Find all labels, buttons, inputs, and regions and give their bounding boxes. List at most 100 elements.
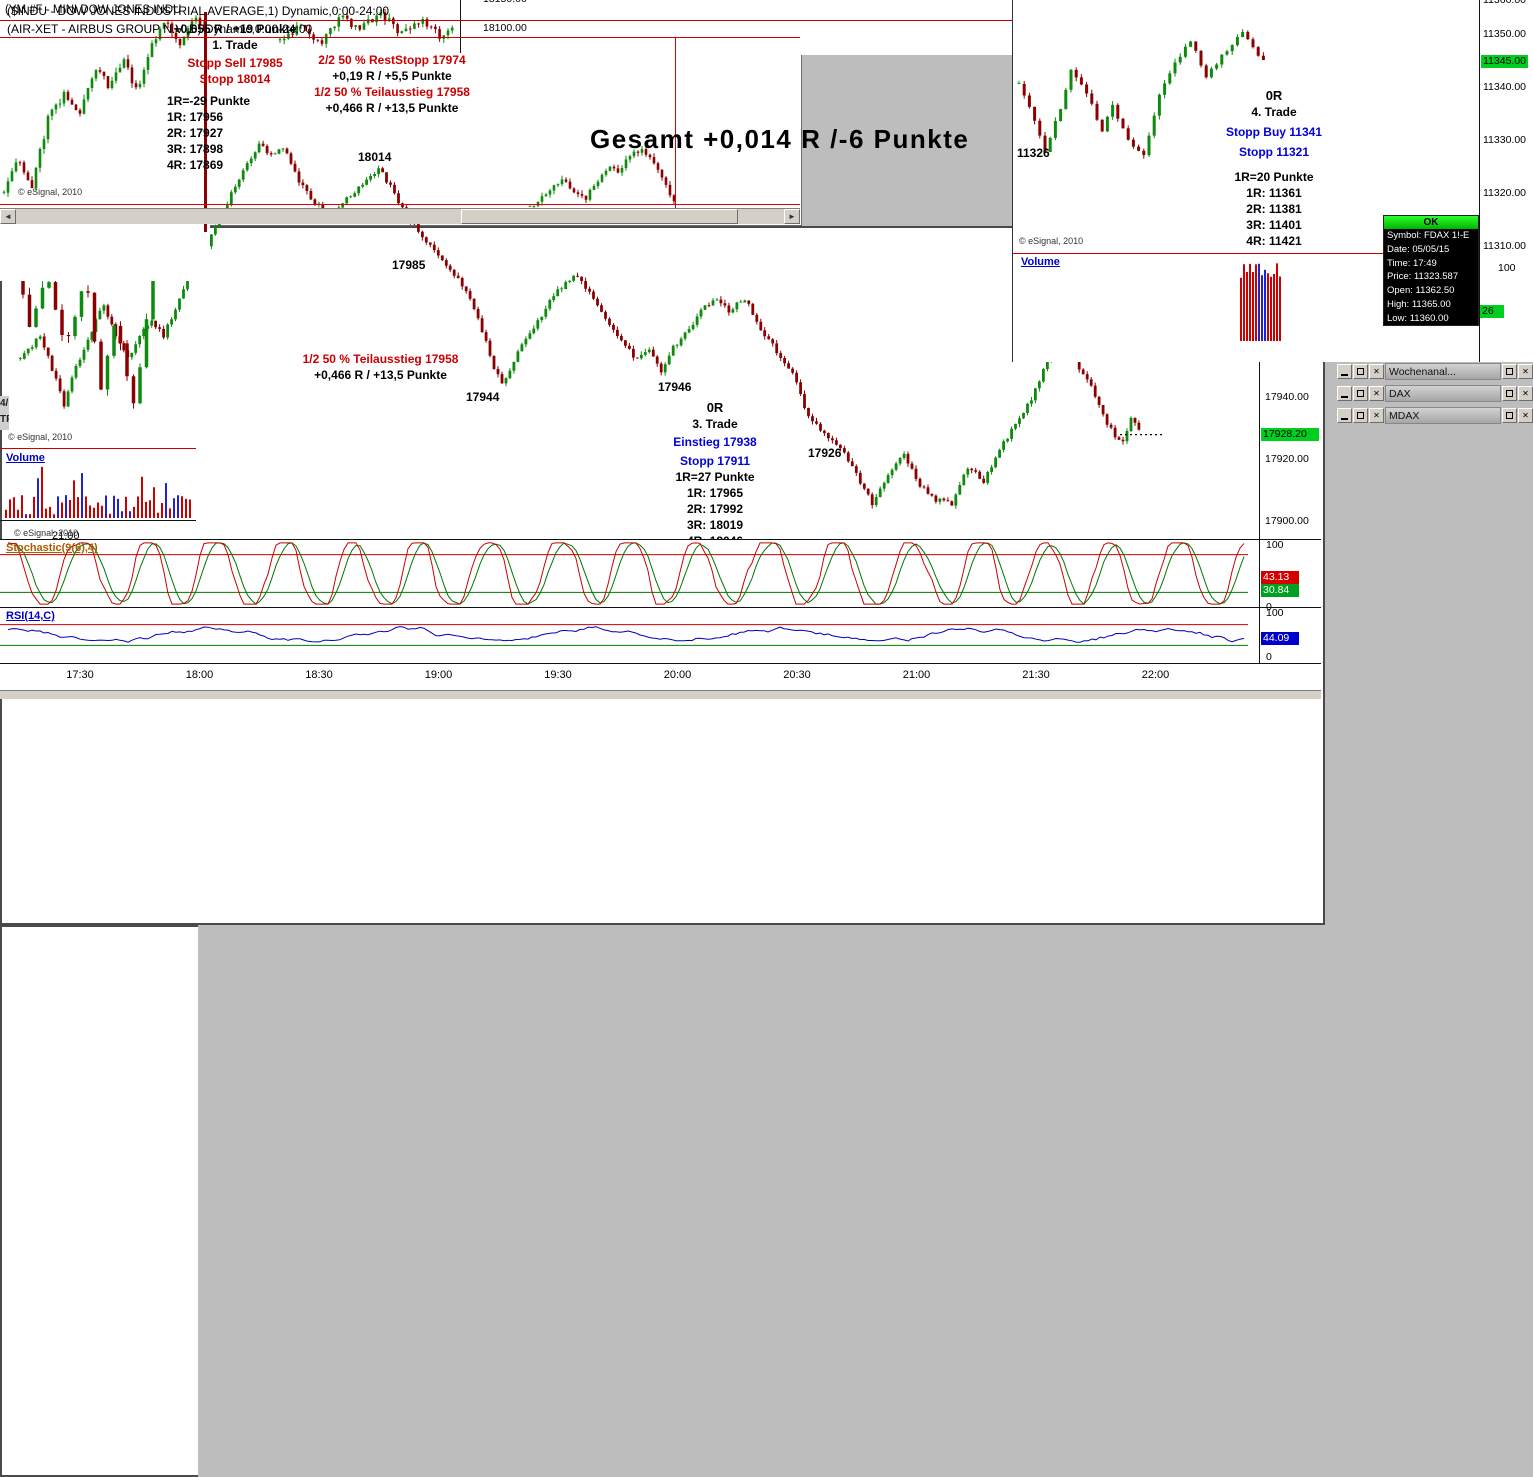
- price-label: 17900.00: [1265, 515, 1309, 527]
- stochastic-indicator[interactable]: [0, 540, 1259, 607]
- price-mark: 18014: [358, 150, 392, 164]
- docked-window-title[interactable]: DAX: [1385, 384, 1501, 402]
- minimize-icon: [1341, 417, 1348, 420]
- minimize-button[interactable]: [1337, 385, 1352, 401]
- restore-icon: [1506, 367, 1513, 375]
- docked-window-bar: ✕ DAX ✕: [1337, 384, 1533, 402]
- time-axis-label: 17:30: [66, 669, 94, 681]
- candlestick-chart[interactable]: [0, 0, 210, 281]
- close-button[interactable]: ✕: [1518, 385, 1533, 401]
- scroll-right-button[interactable]: ►: [784, 209, 800, 224]
- scrollbar-thumb[interactable]: [461, 209, 738, 224]
- restore-icon: [1506, 411, 1513, 419]
- rsi-study-link[interactable]: RSI(14,C): [6, 610, 55, 622]
- price-label: 11360.00: [1483, 0, 1527, 6]
- annotation-line: 1R=-29 Punkte: [167, 94, 251, 108]
- annotation-line: +0,19 R / +5,5 Punkte: [332, 69, 452, 83]
- crosshair-vertical: [675, 38, 676, 208]
- pane-divider: [0, 663, 1321, 664]
- price-label: 18100.00: [483, 22, 527, 34]
- window-title-fragment: 4/: [0, 398, 9, 409]
- close-button[interactable]: ✕: [1518, 407, 1533, 423]
- tooltip-row: Symbol: FDAX 1!-E: [1387, 230, 1470, 241]
- annotation-line: 1R: 17965: [686, 486, 744, 500]
- stochastic-value-badge: 43.13: [1261, 571, 1299, 584]
- price-label: 11310.00: [1483, 240, 1527, 252]
- price-label: 18150.00: [483, 0, 527, 6]
- stochastic-study-link[interactable]: Stochastic(9(6),4): [6, 542, 98, 554]
- close-button[interactable]: ✕: [1369, 385, 1384, 401]
- price-mark: 17944: [466, 390, 500, 404]
- annotation-line: +0,466 R / +13,5 Punkte: [314, 368, 447, 382]
- indicator-scale-label: 100: [1266, 607, 1284, 619]
- annotation-line: 4R: 11421: [1246, 234, 1302, 248]
- window-title-fragment: TR: [0, 414, 9, 425]
- docked-window-title[interactable]: Wochenanal...: [1385, 362, 1501, 380]
- volume-study-link[interactable]: Volume: [1021, 256, 1060, 268]
- restore-button[interactable]: [1502, 363, 1517, 379]
- annotation-line: 3R: 18019: [686, 518, 744, 532]
- docked-windows: ✕ Wochenanal... ✕ ✕ DAX ✕ ✕ MDAX ✕: [1337, 362, 1533, 428]
- close-button[interactable]: ✕: [1369, 407, 1384, 423]
- minimize-icon: [1341, 395, 1348, 398]
- close-button[interactable]: ✕: [1518, 363, 1533, 379]
- volume-scale-label: 100: [1498, 262, 1516, 274]
- minimize-button[interactable]: [1337, 407, 1352, 423]
- price-mark: 11326: [1017, 146, 1050, 160]
- candlestick-chart[interactable]: [210, 0, 1012, 55]
- annotation-line: 1R=20 Punkte: [1234, 170, 1314, 184]
- annotation-line: Einstieg 17938: [673, 435, 757, 449]
- data-tooltip: OK Symbol: FDAX 1!-E Date: 05/05/15 Time: …: [1383, 215, 1479, 326]
- price-label: 11320.00: [1483, 187, 1527, 199]
- last-price-badge: 17928.20: [1261, 428, 1319, 441]
- hidden-chart-strip: 18150.00 18100.00: [210, 0, 1012, 55]
- minimize-button[interactable]: [1337, 363, 1352, 379]
- rsi-indicator[interactable]: [0, 608, 1259, 663]
- horizontal-scrollbar[interactable]: [0, 690, 1321, 699]
- annotation-line: Stopp Buy 11341: [1225, 125, 1323, 139]
- annotation-line: Stopp 11321: [1238, 145, 1310, 159]
- price-label: 11350.00: [1483, 28, 1527, 40]
- time-axis-label: 21:30: [1022, 669, 1050, 681]
- trade4-annotation: 0R 4. Trade Stopp Buy 11341 Stopp 11321 …: [1199, 88, 1349, 249]
- restore-button[interactable]: [1502, 407, 1517, 423]
- annotation-line: 2R: 17992: [686, 502, 744, 516]
- docked-window-title[interactable]: MDAX: [1385, 406, 1501, 424]
- tooltip-row: High: 11365.00: [1387, 298, 1451, 310]
- maximize-icon: [1357, 389, 1364, 397]
- maximize-button[interactable]: [1353, 363, 1368, 379]
- tooltip-row: Open: 11362.50: [1387, 285, 1455, 297]
- restore-icon: [1506, 389, 1513, 397]
- chart-title: (AIR-XET - AIRBUS GROUP N.V.,D) Dynamic,…: [7, 22, 313, 36]
- close-button[interactable]: ✕: [1369, 363, 1384, 379]
- time-axis-label: 22:00: [1141, 669, 1170, 681]
- scroll-left-button[interactable]: ◄: [0, 209, 16, 224]
- trade2-exit-annotation: 2/2 50 % RestStopp 17974 +0,19 R / +5,5 …: [292, 52, 492, 116]
- maximize-button[interactable]: [1353, 385, 1368, 401]
- maximize-button[interactable]: [1353, 407, 1368, 423]
- annotation-line: 2R: 17927: [167, 126, 224, 140]
- candlestick-chart[interactable]: [0, 18, 800, 208]
- copyright: © eSignal, 2010: [14, 528, 79, 538]
- price-scale[interactable]: 11360.00 11345.00 100 26 11350.00 11340.0…: [1479, 0, 1533, 362]
- last-price-badge: 11345.00: [1481, 55, 1529, 68]
- restore-button[interactable]: [1502, 385, 1517, 401]
- horizontal-scrollbar[interactable]: ◄ ►: [0, 208, 800, 224]
- annotation-line: Stopp 18014: [199, 72, 271, 86]
- annotation-line: 0R: [1265, 88, 1283, 103]
- price-label: 11340.00: [1483, 81, 1527, 93]
- docked-window-bar: ✕ Wochenanal... ✕: [1337, 362, 1533, 380]
- tooltip-row: Date: 05/05/15: [1387, 243, 1450, 255]
- tooltip-header: OK: [1384, 216, 1478, 229]
- time-axis-label: 18:00: [185, 669, 214, 681]
- partial-exit-annotation: 1/2 50 % Teilausstieg 17958 +0,466 R / +…: [278, 351, 483, 383]
- title-divider: [0, 20, 1321, 21]
- copyright: © eSignal, 2010: [18, 187, 83, 197]
- annotation-line: 1/2 50 % Teilausstieg 17958: [302, 352, 459, 366]
- annotation-line: 3R: 17898: [167, 142, 224, 156]
- maximize-icon: [1357, 367, 1364, 375]
- scrollbar-track[interactable]: [16, 209, 784, 224]
- indicator-scale-label: 0: [1266, 651, 1272, 663]
- candlestick-chart[interactable]: [1013, 0, 1479, 362]
- indicator-scale-label: 100: [1266, 539, 1284, 551]
